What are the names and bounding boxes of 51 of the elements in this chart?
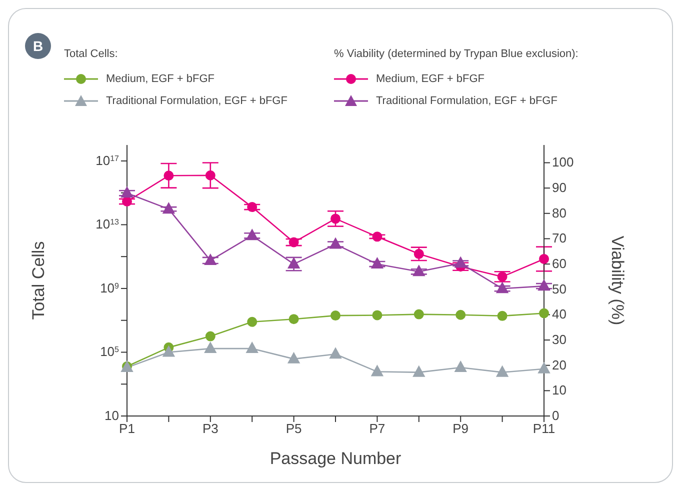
y-tick-label: 10 [104, 408, 119, 423]
x-tick-label: P5 [286, 421, 302, 436]
legend-label: Medium, EGF + bFGF [376, 73, 484, 85]
point [456, 310, 466, 320]
y-tick-label: 10$^{5}$ [100, 344, 120, 360]
y-axis-title: Total Cells [29, 241, 48, 320]
y2-tick-label: 20 [552, 357, 566, 372]
x-tick-label: P7 [369, 421, 386, 436]
x-tick-label: P11 [532, 421, 556, 436]
y2-tick-label: 90 [552, 180, 566, 196]
y2-axis-title: Viability (%) [608, 236, 627, 326]
point [454, 361, 467, 372]
text: Total Cells: [64, 48, 119, 60]
point [497, 310, 508, 321]
point [538, 362, 550, 374]
y2-tick-label: 10 [552, 382, 566, 398]
point [204, 342, 216, 354]
point [414, 309, 424, 320]
point [162, 346, 175, 357]
point [412, 366, 425, 377]
x-axis-title: Passage Number [270, 449, 402, 468]
text: % Viability (determined by Trypan Blue exclusion): [334, 48, 580, 60]
y2-tick-label: 70 [552, 230, 566, 246]
x-tick-label: P9 [452, 421, 469, 436]
point [288, 352, 300, 364]
y2-tick-label: 60 [552, 256, 566, 272]
point [496, 366, 508, 377]
y2-tick-label: 50 [552, 281, 566, 296]
y2-tick-label: 40 [552, 306, 566, 322]
point [539, 308, 549, 318]
text: B [25, 33, 51, 59]
x-tick-label: P1 [119, 421, 135, 436]
point [330, 310, 340, 321]
y2-tick-label: 80 [552, 205, 566, 220]
legend-label: Traditional Formulation, EGF + bFGF [376, 95, 558, 107]
y-tick-label: 10$^{9}$ [100, 280, 120, 296]
point [205, 331, 216, 342]
point [330, 348, 342, 359]
x-tick-label: P3 [202, 421, 218, 436]
point [247, 316, 258, 327]
point [246, 342, 258, 354]
y-tick-label: 10$^{13}$ [96, 216, 120, 232]
y2-tick-label: 0 [552, 408, 560, 423]
y2-tick-label: 100 [552, 154, 574, 170]
point [372, 310, 382, 320]
legend-label: Medium, EGF + bFGF [106, 73, 214, 85]
y-tick-label: 10$^{17}$ [96, 152, 120, 168]
point [371, 365, 384, 376]
legend-label: Traditional Formulation, EGF + bFGF [106, 95, 288, 107]
point [288, 314, 299, 324]
y2-tick-label: 30 [552, 332, 566, 348]
